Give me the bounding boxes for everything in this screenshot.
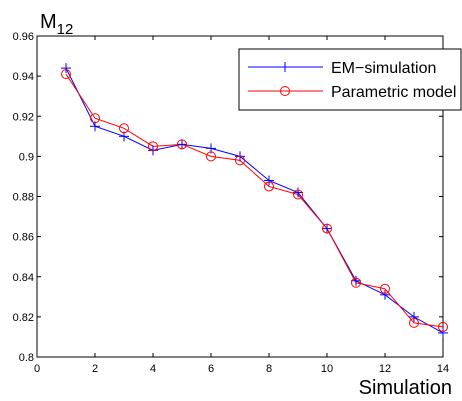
x-tick-label: 4 <box>150 363 156 375</box>
x-tick-label: 2 <box>92 363 98 375</box>
y-tick-label: 0.82 <box>13 312 34 324</box>
legend-label-1: Parametric model <box>331 84 456 101</box>
y-tick-label: 0.84 <box>13 272 34 284</box>
x-tick-label: 12 <box>379 363 391 375</box>
legend-label-0: EM−simulation <box>331 60 436 77</box>
series-markers <box>61 63 448 338</box>
circle-marker <box>61 69 71 80</box>
circle-marker <box>90 113 100 124</box>
x-tick-label: 8 <box>266 363 272 375</box>
y-tick-label: 0.88 <box>13 192 34 204</box>
y-axis-title: M12 <box>40 11 73 38</box>
plus-marker <box>351 275 361 286</box>
plus-marker <box>293 187 303 198</box>
plus-marker <box>380 289 390 300</box>
y-tick-label: 0.92 <box>13 111 34 123</box>
y-tick-label: 0.9 <box>19 151 34 163</box>
circle-marker <box>351 277 361 288</box>
circle-marker <box>177 139 187 150</box>
plus-marker <box>177 139 187 150</box>
legend: EM−simulation Parametric model <box>238 48 462 111</box>
series-line-0 <box>65 67 444 334</box>
circle-marker <box>206 151 216 162</box>
circle-marker <box>264 181 274 192</box>
circle-marker <box>119 123 129 134</box>
legend-box <box>238 48 462 111</box>
plus-marker <box>438 327 448 338</box>
plus-marker <box>409 311 419 322</box>
x-axis-title: Simulation <box>359 377 452 399</box>
circle-marker <box>438 321 448 332</box>
y-tick-label: 0.94 <box>13 71 34 83</box>
axis-ticks: 0 2 4 6 8 10 12 14 0.8 0.82 0.84 0.86 0.88 0.9 0.92 0.9… <box>13 31 450 375</box>
plus-marker <box>280 62 290 72</box>
x-tick-label: 0 <box>34 363 40 375</box>
circle-marker <box>409 317 419 328</box>
plus-marker <box>322 223 332 234</box>
circle-marker <box>322 223 332 234</box>
y-tick-label: 0.96 <box>13 31 34 43</box>
x-tick-label: 10 <box>321 363 333 375</box>
circle-marker <box>293 189 303 200</box>
plus-marker <box>264 175 274 186</box>
plus-marker <box>61 63 71 74</box>
y-tick-label: 0.8 <box>19 352 34 364</box>
x-tick-label: 6 <box>208 363 214 375</box>
x-tick-label: 14 <box>437 363 449 375</box>
circle-marker <box>280 86 290 96</box>
circle-marker <box>380 283 390 294</box>
y-tick-label: 0.86 <box>13 232 34 244</box>
y-axis-title-main: M <box>40 11 57 33</box>
y-axis-title-subscript: 12 <box>57 21 74 38</box>
circle-marker <box>235 155 245 166</box>
circle-marker <box>148 141 158 152</box>
